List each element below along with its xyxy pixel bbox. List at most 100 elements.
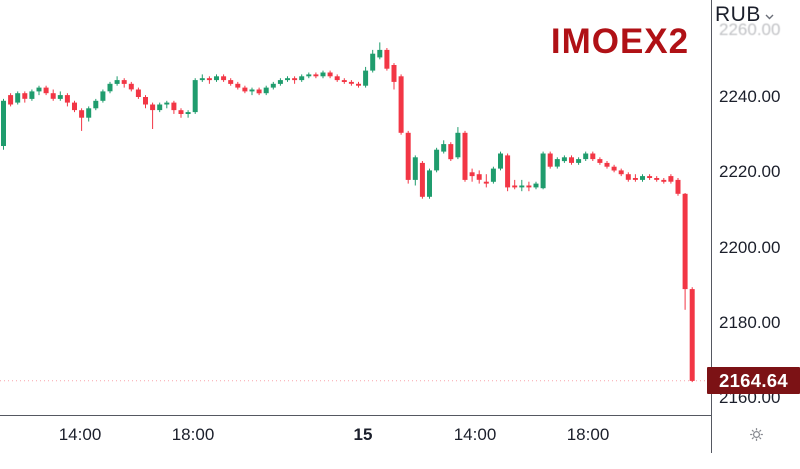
candle-body [313,74,319,77]
candle-body [498,153,503,169]
candle-body [675,179,681,194]
candle-body [228,80,234,84]
candle-body [221,76,227,81]
candle-body [391,65,397,82]
candle-body [143,97,148,105]
candle-body [526,185,532,188]
candle-body [412,157,418,180]
candle-body [625,174,631,180]
candle-body [547,153,553,167]
candle-body [320,72,326,77]
candle-body [434,149,440,171]
candle-body [569,157,574,163]
candle-body [405,132,411,180]
time-axis-border [0,415,800,416]
candle-body [242,87,248,92]
candle-body [334,76,340,81]
candle-body [505,155,511,188]
candle-body [164,102,170,105]
candle-body [121,80,127,84]
candle-body [363,70,369,86]
x-axis-label: 18:00 [171,425,215,444]
candle-body [689,289,695,381]
candle-body [171,102,177,111]
candle-body [29,91,35,99]
axis-settings-corner [712,416,800,469]
candle-body [93,100,99,109]
candle-body [512,185,518,188]
candle-body [192,80,198,113]
candle-body [57,95,63,99]
candle-body [448,144,454,160]
candle-body [540,153,546,189]
candle-body [157,104,163,111]
candle-body [15,93,21,103]
candle-body [611,166,617,171]
candle-body [483,181,489,184]
y-axis-label: 2260.00 [719,19,781,39]
candle-body [199,78,205,81]
candle-body [8,95,14,105]
candle-body [214,76,219,81]
gear-icon[interactable] [746,424,766,444]
candle-body [682,193,688,290]
candle-body [647,176,653,178]
candle-body [128,83,134,90]
y-axis-label: 2220.00 [719,162,781,182]
candle-body [299,76,305,81]
candle-body [597,159,603,163]
candle-body [341,80,347,82]
candle-body [1,100,6,146]
price-axis[interactable]: RUB 2260.00 2240.00 2220.00 2200.00 2180.00 2… [707,0,800,469]
currency-selector[interactable]: RUB [715,3,774,27]
candle-body [79,110,85,118]
candle-body [419,162,425,197]
candle-body [256,89,262,94]
chevron-down-icon [765,7,774,25]
candle-body [654,178,660,180]
y-axis-label: 2200.00 [719,237,781,257]
x-axis-label: 15 [353,425,373,444]
candle-body [384,49,390,69]
time-axis[interactable]: 14:00 18:00 15 14:00 18:00 [0,416,711,469]
candle-body [632,178,638,180]
candle-body [462,132,468,180]
candle-body [277,80,283,84]
candle-body [576,159,582,163]
candle-body [661,179,667,182]
last-price-badge: 2164.64 [707,367,800,395]
candle-body [100,91,106,101]
candle-body [377,49,383,58]
price-axis-border [711,0,712,453]
candle-body [206,78,212,81]
candle-body [519,185,525,188]
candle-body [583,153,589,160]
candle-body [285,78,290,81]
candle-body [590,153,596,160]
candle-body [398,76,404,133]
x-axis-label: 14:00 [453,425,497,444]
candle-body [327,72,333,77]
candle-body [36,87,42,92]
candle-body [114,80,120,84]
candle-body [668,176,674,182]
candle-body [469,172,475,177]
candle-body [640,176,645,180]
candle-body [135,89,141,97]
candle-body [455,132,461,158]
currency-label: RUB [715,3,761,26]
candle-body [292,78,298,81]
x-axis-label: 18:00 [566,425,610,444]
candle-body [64,95,70,103]
candle-body [107,83,113,92]
candle-body [50,93,56,99]
candle-body [561,157,567,162]
candlestick-plot [0,42,711,383]
candle-body [356,83,361,86]
candle-body [22,93,28,99]
candle-body [554,159,560,167]
chart-canvas[interactable]: IMOEX2 [0,0,711,415]
candle-body [185,112,191,114]
symbol-watermark: IMOEX2 [550,22,690,61]
candle-body [178,110,184,114]
